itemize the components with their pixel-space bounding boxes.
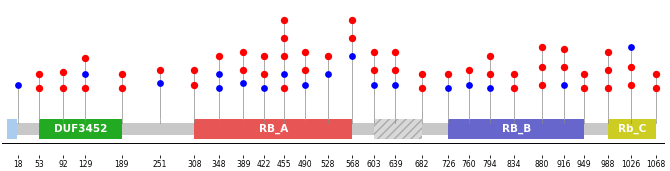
Point — [625, 66, 636, 69]
Point — [416, 73, 427, 75]
Point — [258, 86, 269, 89]
Text: RB_A: RB_A — [259, 124, 288, 134]
Point — [651, 86, 662, 89]
Point — [602, 50, 613, 53]
Point — [464, 84, 474, 87]
Bar — [374, 119, 421, 139]
Point — [416, 86, 427, 89]
Point — [579, 73, 590, 75]
Point — [58, 86, 68, 89]
Point — [509, 73, 519, 75]
Bar — [7, 119, 17, 139]
Point — [559, 66, 570, 69]
Point — [189, 68, 200, 71]
Point — [602, 86, 613, 89]
Point — [154, 82, 165, 84]
Point — [537, 66, 547, 69]
Point — [509, 86, 519, 89]
Point — [390, 50, 401, 53]
Point — [559, 84, 570, 87]
Bar — [608, 119, 657, 139]
Point — [80, 73, 90, 75]
Point — [323, 73, 334, 75]
Point — [213, 55, 224, 57]
Point — [443, 86, 454, 89]
Bar — [448, 119, 584, 139]
Point — [484, 73, 495, 75]
Point — [34, 73, 44, 75]
Point — [625, 46, 636, 48]
Bar — [374, 119, 421, 139]
Point — [464, 68, 474, 71]
Point — [537, 46, 547, 48]
Point — [390, 84, 401, 87]
Text: Rb_C: Rb_C — [618, 124, 646, 134]
Text: DUF3452: DUF3452 — [54, 124, 107, 134]
Point — [80, 57, 90, 60]
Point — [484, 55, 495, 57]
Point — [278, 55, 289, 57]
Point — [347, 55, 358, 57]
Point — [154, 68, 165, 71]
Point — [369, 50, 379, 53]
Point — [369, 84, 379, 87]
Point — [484, 86, 495, 89]
Point — [278, 86, 289, 89]
Point — [213, 86, 224, 89]
Bar — [194, 119, 352, 139]
Text: RB_B: RB_B — [502, 124, 531, 134]
Point — [34, 86, 44, 89]
Point — [299, 84, 310, 87]
Point — [117, 86, 127, 89]
Point — [443, 73, 454, 75]
Point — [117, 73, 127, 75]
Point — [602, 68, 613, 71]
Bar — [7, 123, 657, 135]
Bar — [39, 119, 122, 139]
Point — [390, 68, 401, 71]
Point — [278, 73, 289, 75]
Point — [369, 68, 379, 71]
Point — [299, 68, 310, 71]
Point — [625, 84, 636, 87]
Point — [278, 19, 289, 21]
Point — [323, 55, 334, 57]
Point — [559, 48, 570, 51]
Point — [213, 73, 224, 75]
Point — [58, 70, 68, 73]
Point — [347, 37, 358, 40]
Point — [537, 84, 547, 87]
Point — [238, 68, 249, 71]
Point — [238, 82, 249, 84]
Point — [238, 50, 249, 53]
Point — [258, 73, 269, 75]
Point — [258, 55, 269, 57]
Point — [579, 86, 590, 89]
Point — [80, 86, 90, 89]
Point — [299, 50, 310, 53]
Point — [347, 19, 358, 21]
Point — [651, 73, 662, 75]
Point — [278, 37, 289, 40]
Point — [13, 84, 23, 87]
Point — [189, 84, 200, 87]
